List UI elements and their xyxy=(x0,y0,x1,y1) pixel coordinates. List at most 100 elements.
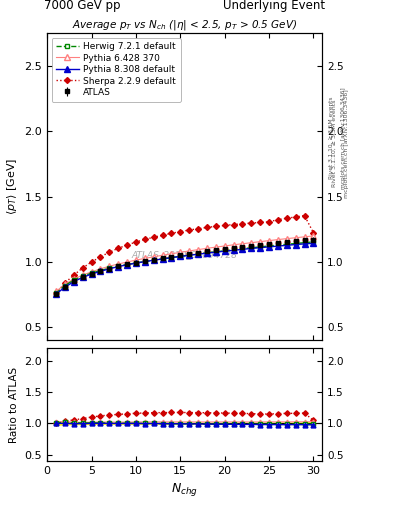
Text: mcplots.cern.ch [arXiv:1306.3436]: mcplots.cern.ch [arXiv:1306.3436] xyxy=(341,88,345,189)
Pythia 6.428 370 xyxy=(293,234,298,241)
Pythia 6.428 370 xyxy=(72,276,76,282)
Pythia 8.308 default xyxy=(231,247,236,253)
Y-axis label: $\langle p_T \rangle$ [GeV]: $\langle p_T \rangle$ [GeV] xyxy=(5,158,19,216)
Pythia 8.308 default xyxy=(125,262,129,268)
Pythia 8.308 default xyxy=(293,242,298,248)
Herwig 7.2.1 default xyxy=(302,240,307,246)
Pythia 6.428 370 xyxy=(160,252,165,259)
Pythia 6.428 370 xyxy=(213,244,218,250)
Herwig 7.2.1 default xyxy=(54,290,59,296)
Pythia 8.308 default xyxy=(222,248,227,254)
Sherpa 2.2.9 default xyxy=(196,226,200,232)
Pythia 8.308 default xyxy=(142,259,147,265)
Line: Herwig 7.2.1 default: Herwig 7.2.1 default xyxy=(53,240,316,296)
Herwig 7.2.1 default xyxy=(258,244,263,250)
Pythia 6.428 370 xyxy=(142,255,147,262)
Pythia 8.308 default xyxy=(80,274,85,281)
Pythia 8.308 default xyxy=(169,254,174,261)
Sherpa 2.2.9 default xyxy=(151,234,156,240)
Herwig 7.2.1 default xyxy=(160,256,165,262)
Pythia 6.428 370 xyxy=(311,233,316,239)
Pythia 6.428 370 xyxy=(267,238,272,244)
Herwig 7.2.1 default xyxy=(107,265,112,271)
Pythia 6.428 370 xyxy=(204,245,209,251)
Sherpa 2.2.9 default xyxy=(267,219,272,225)
Herwig 7.2.1 default xyxy=(98,267,103,273)
Pythia 6.428 370 xyxy=(151,254,156,260)
Herwig 7.2.1 default xyxy=(72,277,76,283)
Herwig 7.2.1 default xyxy=(187,252,191,258)
Text: 7000 GeV pp: 7000 GeV pp xyxy=(44,0,121,12)
Herwig 7.2.1 default xyxy=(151,257,156,263)
Sherpa 2.2.9 default xyxy=(98,254,103,260)
Herwig 7.2.1 default xyxy=(196,251,200,257)
Sherpa 2.2.9 default xyxy=(54,290,59,296)
Sherpa 2.2.9 default xyxy=(275,217,280,223)
Herwig 7.2.1 default xyxy=(213,249,218,255)
Pythia 8.308 default xyxy=(204,250,209,256)
Sherpa 2.2.9 default xyxy=(240,221,245,227)
Sherpa 2.2.9 default xyxy=(89,259,94,265)
Sherpa 2.2.9 default xyxy=(249,220,253,226)
Herwig 7.2.1 default xyxy=(178,253,183,260)
Pythia 6.428 370 xyxy=(98,266,103,272)
Herwig 7.2.1 default xyxy=(125,262,129,268)
Title: Average $p_T$ vs $N_{ch}$ ($|\eta|$ < 2.5, $p_T$ > 0.5 GeV): Average $p_T$ vs $N_{ch}$ ($|\eta|$ < 2.… xyxy=(72,18,298,32)
Herwig 7.2.1 default xyxy=(293,241,298,247)
Pythia 8.308 default xyxy=(258,245,263,251)
Sherpa 2.2.9 default xyxy=(285,215,289,221)
Pythia 6.428 370 xyxy=(134,257,138,263)
Pythia 8.308 default xyxy=(116,264,121,270)
Pythia 8.308 default xyxy=(54,291,59,297)
Sherpa 2.2.9 default xyxy=(125,242,129,248)
Herwig 7.2.1 default xyxy=(204,250,209,256)
Sherpa 2.2.9 default xyxy=(169,230,174,237)
Sherpa 2.2.9 default xyxy=(213,223,218,229)
Herwig 7.2.1 default xyxy=(249,245,253,251)
Pythia 8.308 default xyxy=(178,253,183,260)
Pythia 8.308 default xyxy=(98,268,103,274)
Pythia 6.428 370 xyxy=(231,242,236,248)
Pythia 6.428 370 xyxy=(196,247,200,253)
Pythia 8.308 default xyxy=(275,243,280,249)
Pythia 8.308 default xyxy=(107,266,112,272)
Line: Sherpa 2.2.9 default: Sherpa 2.2.9 default xyxy=(54,214,316,295)
Pythia 6.428 370 xyxy=(125,259,129,265)
Pythia 6.428 370 xyxy=(62,281,67,287)
Herwig 7.2.1 default xyxy=(275,242,280,248)
Sherpa 2.2.9 default xyxy=(231,222,236,228)
Y-axis label: Ratio to ATLAS: Ratio to ATLAS xyxy=(9,367,19,442)
Pythia 6.428 370 xyxy=(80,272,85,278)
Pythia 8.308 default xyxy=(285,242,289,248)
Sherpa 2.2.9 default xyxy=(187,227,191,233)
Pythia 8.308 default xyxy=(311,240,316,246)
Herwig 7.2.1 default xyxy=(267,243,272,249)
Pythia 8.308 default xyxy=(302,241,307,247)
Herwig 7.2.1 default xyxy=(142,259,147,265)
Text: mcplots.cern.ch [arXiv:1306.3436]: mcplots.cern.ch [arXiv:1306.3436] xyxy=(344,89,349,198)
Sherpa 2.2.9 default xyxy=(178,228,183,234)
Sherpa 2.2.9 default xyxy=(293,214,298,220)
Pythia 6.428 370 xyxy=(249,240,253,246)
Pythia 6.428 370 xyxy=(240,241,245,247)
Herwig 7.2.1 default xyxy=(89,270,94,276)
Sherpa 2.2.9 default xyxy=(222,222,227,228)
Line: Pythia 6.428 370: Pythia 6.428 370 xyxy=(53,233,316,294)
Text: Rivet 3.1.10, ≥ 3.5M events: Rivet 3.1.10, ≥ 3.5M events xyxy=(329,97,334,180)
Sherpa 2.2.9 default xyxy=(107,249,112,255)
Pythia 8.308 default xyxy=(151,257,156,263)
Sherpa 2.2.9 default xyxy=(62,280,67,286)
Pythia 6.428 370 xyxy=(302,234,307,240)
Text: Rivet 3.1.10, ≥ 3.5M events: Rivet 3.1.10, ≥ 3.5M events xyxy=(332,100,337,187)
Pythia 8.308 default xyxy=(187,252,191,259)
Line: Pythia 8.308 default: Pythia 8.308 default xyxy=(53,241,316,297)
Herwig 7.2.1 default xyxy=(285,241,289,247)
Herwig 7.2.1 default xyxy=(222,248,227,254)
Herwig 7.2.1 default xyxy=(62,283,67,289)
Pythia 6.428 370 xyxy=(178,249,183,255)
Sherpa 2.2.9 default xyxy=(160,232,165,238)
Herwig 7.2.1 default xyxy=(134,260,138,266)
Legend: Herwig 7.2.1 default, Pythia 6.428 370, Pythia 8.308 default, Sherpa 2.2.9 defau: Herwig 7.2.1 default, Pythia 6.428 370, … xyxy=(51,38,180,101)
Herwig 7.2.1 default xyxy=(231,247,236,253)
Herwig 7.2.1 default xyxy=(240,246,245,252)
